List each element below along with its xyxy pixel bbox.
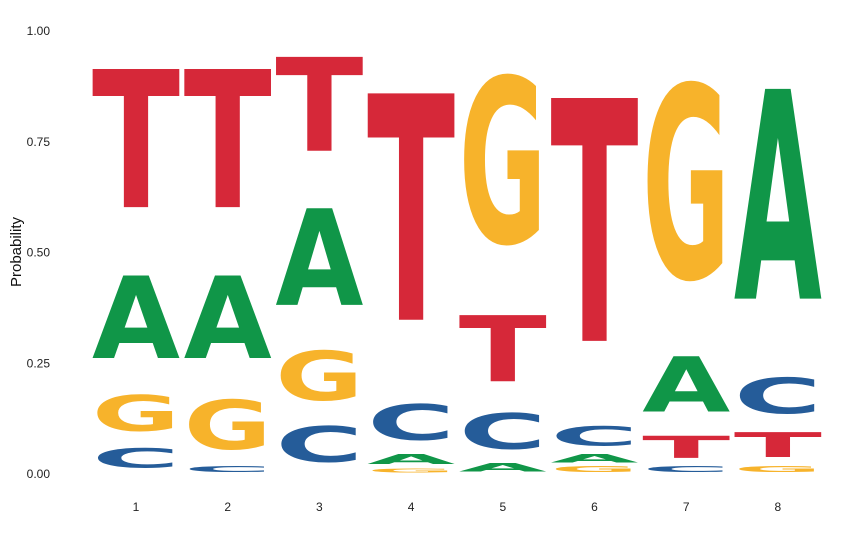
x-tick-label: 5	[499, 500, 506, 514]
letter-G-pos-2: G	[184, 387, 272, 466]
letter-T-pos-4: T	[367, 32, 455, 394]
letter-C-pos-5: C	[459, 403, 547, 460]
letter-A-pos-6: A	[551, 452, 640, 465]
x-tick-label: 8	[775, 500, 782, 514]
x-tick-label: 6	[591, 500, 598, 514]
letter-T-pos-3: T	[275, 32, 363, 182]
letter-A-pos-3: A	[275, 183, 363, 338]
letter-C-pos-8: C	[734, 368, 822, 425]
x-tick-label: 3	[316, 500, 323, 514]
letter-A-pos-2: A	[184, 253, 272, 385]
letter-T-pos-1: T	[92, 33, 180, 253]
letter-T-pos-7: T	[642, 430, 730, 465]
letter-C-pos-3: C	[275, 417, 363, 474]
x-tick-label: 1	[133, 500, 140, 514]
letter-G-pos-8: G	[734, 465, 822, 474]
letter-C-pos-2: C	[184, 465, 272, 474]
y-tick-label: 0.25	[27, 356, 51, 370]
y-axis: 0.00 0.25 0.50 0.75 1.00	[27, 24, 51, 481]
letter-G-pos-4: G	[367, 467, 455, 474]
y-tick-label: 0.50	[27, 246, 51, 260]
letter-G-pos-3: G	[275, 338, 363, 417]
x-tick-label: 4	[408, 500, 415, 514]
x-axis: 1 2 3 4 5 6 7 8	[133, 500, 782, 514]
letter-T-pos-2: T	[184, 33, 272, 253]
letter-G-pos-5: G	[459, 31, 547, 296]
x-tick-label: 2	[224, 500, 231, 514]
letter-T-pos-5: T	[459, 297, 547, 403]
letter-C-pos-4: C	[367, 394, 455, 451]
letter-A-pos-5: A	[459, 461, 548, 474]
letter-A-pos-1: A	[92, 253, 180, 385]
x-tick-label: 7	[683, 500, 690, 514]
letter-C-pos-7: C	[642, 465, 730, 474]
letter-C-pos-1: C	[92, 443, 180, 474]
letter-A-pos-7: A	[642, 341, 730, 430]
letter-A-pos-8: A	[734, 32, 822, 367]
letter-G-pos-7: G	[642, 31, 730, 340]
y-axis-title: Probability	[8, 216, 25, 287]
y-tick-label: 0.00	[27, 467, 51, 481]
letter-T-pos-6: T	[551, 31, 639, 420]
letter-T-pos-8: T	[734, 426, 822, 466]
y-tick-label: 0.75	[27, 135, 51, 149]
y-tick-label: 1.00	[27, 24, 51, 38]
letter-C-pos-6: C	[551, 421, 639, 452]
letter-G-pos-1: G	[92, 386, 180, 443]
letter-G-pos-6: G	[551, 465, 639, 474]
letter-A-pos-4: A	[367, 452, 455, 467]
